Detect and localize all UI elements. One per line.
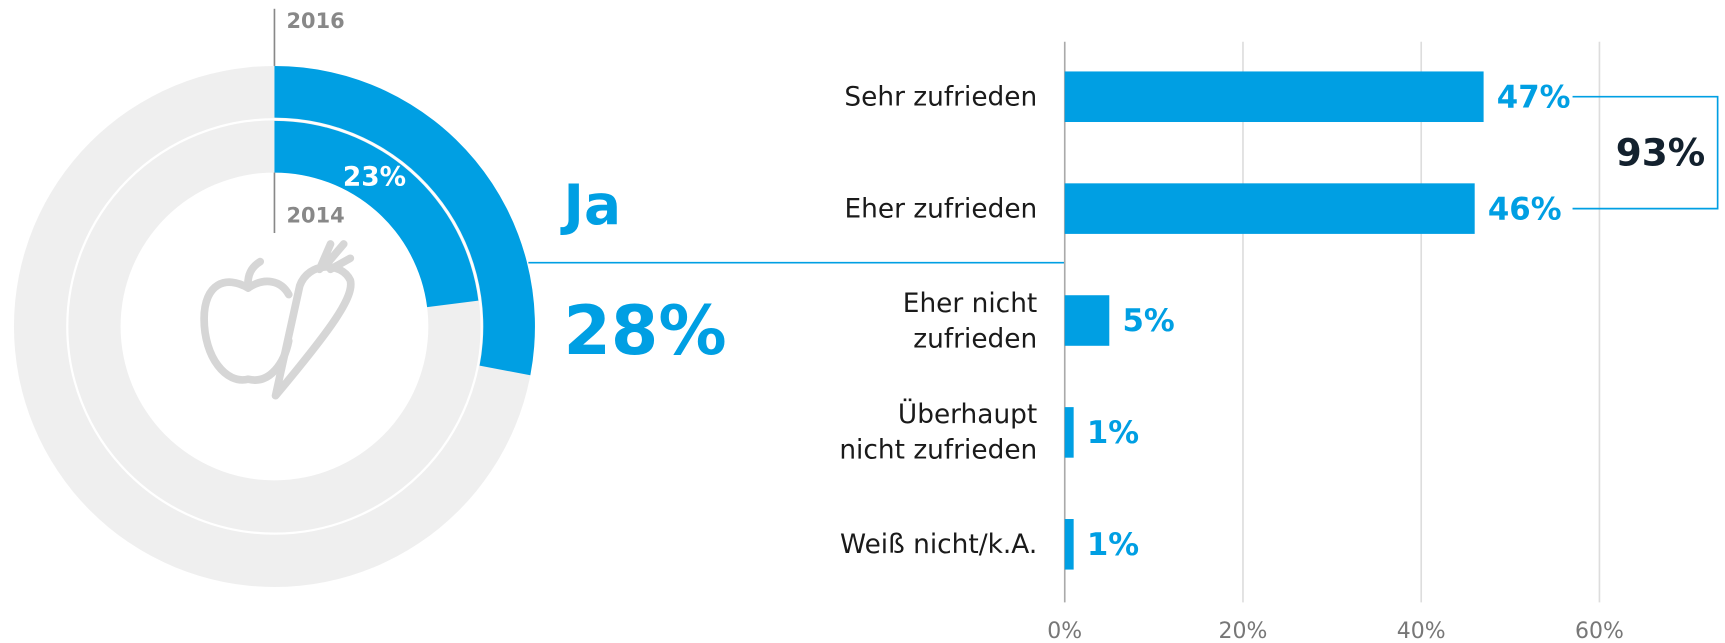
- x-tick-label: 20%: [1219, 619, 1268, 643]
- x-tick-label: 0%: [1047, 619, 1082, 643]
- category-label-box: Überhaupt nicht zufrieden: [839, 399, 1038, 466]
- year-label: 2016: [287, 9, 345, 33]
- category-label-box: Eher zufrieden: [844, 193, 1038, 225]
- bar: [1064, 183, 1475, 234]
- category-label-box: Sehr zufrieden: [844, 81, 1038, 113]
- bar: [1064, 295, 1110, 346]
- donut-hole: [120, 172, 429, 481]
- inner-value-label: 23%: [343, 163, 406, 193]
- x-tick-label: 60%: [1575, 619, 1624, 643]
- y-tick-label: Eher nicht zufrieden: [902, 287, 1038, 354]
- value-label: 47%: [1497, 79, 1571, 115]
- category-label: Ja: [560, 173, 622, 237]
- donut-segment: [274, 65, 535, 376]
- y-tick-label: Weiß nicht/k.A.: [840, 528, 1038, 560]
- y-tick-label: Eher zufrieden: [844, 193, 1038, 225]
- bar: [1064, 71, 1484, 123]
- donut-segment: [274, 120, 479, 308]
- category-label-box: Weiß nicht/k.A.: [840, 528, 1038, 560]
- bracket: [1572, 95, 1719, 210]
- ring-separator: [66, 118, 483, 535]
- value-label: 1%: [1087, 527, 1139, 563]
- bar: [1064, 407, 1074, 458]
- annotation: 93%: [1616, 130, 1705, 174]
- outer-value-label: 28%: [564, 292, 727, 371]
- value-label: 46%: [1488, 191, 1562, 227]
- value-label: 1%: [1087, 415, 1139, 451]
- food-icon: [200, 240, 355, 400]
- y-tick-label: Überhaupt nicht zufrieden: [839, 399, 1038, 466]
- category-label-box: Eher nicht zufrieden: [902, 287, 1038, 354]
- y-tick-label: Sehr zufrieden: [844, 81, 1038, 113]
- x-tick-label: 40%: [1397, 619, 1446, 643]
- value-label: 5%: [1122, 303, 1174, 339]
- bar: [1064, 519, 1074, 570]
- year-label: 2014: [287, 204, 345, 228]
